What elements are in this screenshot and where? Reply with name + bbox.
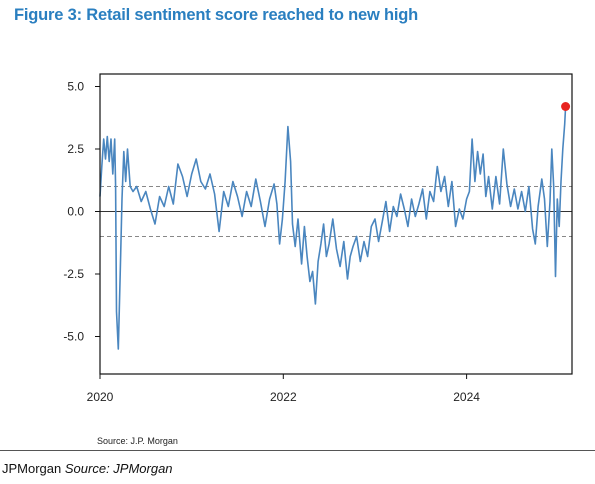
y-tick-label: 2.5 [67,142,84,156]
x-tick-label: 2024 [453,390,480,404]
x-tick-label: 2020 [87,390,114,404]
chart-source-note: Source: J.P. Morgan [97,436,178,446]
x-axis: 2020 2022 2024 [87,374,480,404]
latest-point-marker [561,102,571,111]
divider [0,450,595,451]
y-tick-label: 0.0 [67,205,84,219]
y-tick-label: -5.0 [63,330,84,344]
y-tick-label: -2.5 [63,267,84,281]
line-chart: 5.0 2.5 0.0 -2.5 -5.0 2020 2022 2024 [63,73,573,404]
y-tick-label: 5.0 [67,80,84,94]
reference-lines [100,186,572,237]
footer-source: JPMorgan Source: JPMorgan [2,461,173,476]
footer-prefix: JPMorgan [2,461,65,476]
series-group [99,102,571,350]
y-axis: 5.0 2.5 0.0 -2.5 -5.0 [63,80,100,344]
series-line-0 [99,106,567,350]
figure-title: Figure 3: Retail sentiment score reached… [14,6,419,24]
x-tick-label: 2022 [270,390,297,404]
footer-source-italic: Source: JPMorgan [64,461,173,476]
plot-frame [99,73,573,375]
